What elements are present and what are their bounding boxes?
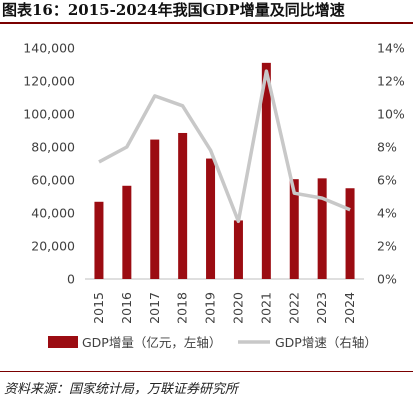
bar	[261, 62, 271, 279]
bar	[94, 201, 104, 279]
right-tick-label: 4%	[377, 206, 397, 221]
bar	[289, 179, 299, 279]
bar	[317, 178, 327, 279]
bar	[233, 220, 243, 279]
bar-series	[94, 62, 355, 279]
source-note: 资料来源：国家统计局，万联证券研究所	[4, 382, 239, 397]
right-axis: 0% 2% 4% 6% 8% 10% 12% 14%	[377, 41, 405, 287]
legend-bar-label: GDP增量（亿元，左轴）	[82, 335, 221, 350]
bar	[345, 188, 355, 279]
x-tick-label: 2015	[91, 292, 106, 324]
right-tick-label: 6%	[377, 173, 397, 188]
left-tick-label: 40,000	[31, 206, 75, 221]
right-tick-label: 0%	[377, 272, 397, 287]
left-tick-label: 100,000	[23, 107, 75, 122]
line-series	[98, 69, 351, 224]
bar	[150, 139, 160, 279]
left-axis: 0 20,000 40,000 60,000 80,000 100,000 120,000 1…	[23, 41, 75, 287]
x-tick-label: 2024	[342, 292, 357, 324]
x-tick-label: 2022	[286, 292, 301, 324]
left-tick-label: 0	[67, 272, 75, 287]
right-tick-label: 8%	[377, 140, 397, 155]
bar	[178, 132, 188, 279]
right-tick-label: 10%	[377, 107, 405, 122]
left-tick-label: 20,000	[31, 239, 75, 254]
x-tick-label: 2017	[147, 292, 162, 324]
figure-title: 图表16：2015-2024年我国GDP增量及同比增速	[2, 1, 345, 19]
legend: GDP增量（亿元，左轴） GDP增速（右轴）	[48, 335, 377, 350]
source-rule	[0, 371, 413, 372]
right-tick-label: 2%	[377, 239, 397, 254]
x-tick-label: 2016	[119, 292, 134, 324]
left-tick-label: 120,000	[23, 74, 75, 89]
legend-bar-swatch	[48, 336, 78, 348]
right-tick-label: 14%	[377, 41, 405, 56]
x-tick-label: 2021	[258, 292, 273, 324]
bar	[122, 185, 132, 279]
left-tick-label: 140,000	[23, 41, 75, 56]
title-rule	[0, 22, 413, 24]
x-tick-label: 2023	[314, 292, 329, 324]
left-tick-label: 80,000	[31, 140, 75, 155]
bar	[206, 158, 216, 279]
right-tick-label: 12%	[377, 74, 405, 89]
x-axis: 2015 2016 2017 2018 2019 2020 2021 2022 2023 2024	[91, 292, 357, 324]
left-tick-label: 60,000	[31, 173, 75, 188]
x-tick-label: 2019	[203, 292, 218, 324]
legend-line-label: GDP增速（右轴）	[275, 335, 377, 350]
x-tick-label: 2018	[175, 292, 190, 324]
x-tick-label: 2020	[230, 292, 245, 324]
